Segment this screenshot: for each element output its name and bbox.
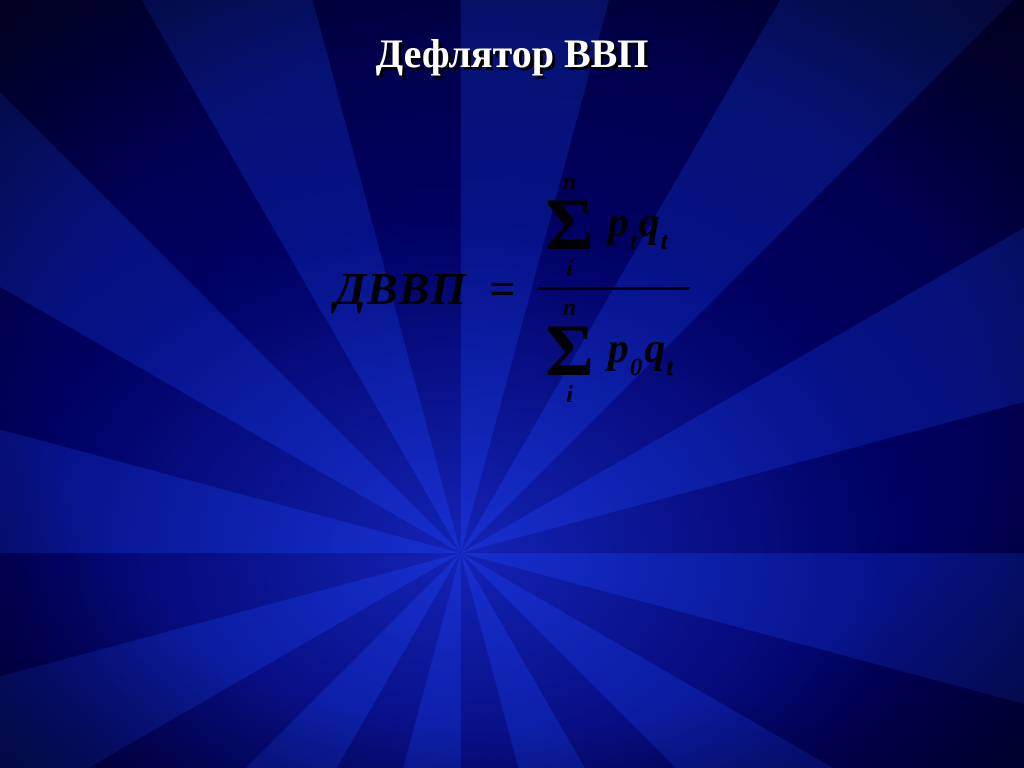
slide: Дефлятор ВВП ДВВП = n Σ i ptqt n Σ i	[0, 0, 1024, 768]
formula-fraction: n Σ i ptqt n Σ i p0qt	[537, 170, 689, 407]
fraction-denominator: n Σ i p0qt	[537, 296, 689, 407]
numerator-term: ptqt	[608, 199, 670, 252]
numerator-sum: n Σ i	[545, 170, 593, 281]
slide-title: Дефлятор ВВП	[0, 30, 1024, 77]
fraction-numerator: n Σ i ptqt	[537, 170, 689, 281]
denominator-sum: n Σ i	[545, 296, 593, 407]
denominator-lower-limit: i	[566, 383, 573, 407]
denominator-term: p0qt	[608, 325, 676, 378]
formula-lhs: ДВВП	[335, 262, 468, 315]
formula: ДВВП = n Σ i ptqt n Σ i p0qt	[335, 170, 690, 407]
fraction-bar	[537, 287, 689, 290]
formula-equals: =	[489, 262, 515, 315]
numerator-lower-limit: i	[566, 257, 573, 281]
slide-title-text: Дефлятор ВВП	[376, 30, 649, 77]
sigma-icon: Σ	[545, 194, 593, 257]
sigma-icon: Σ	[545, 320, 593, 383]
